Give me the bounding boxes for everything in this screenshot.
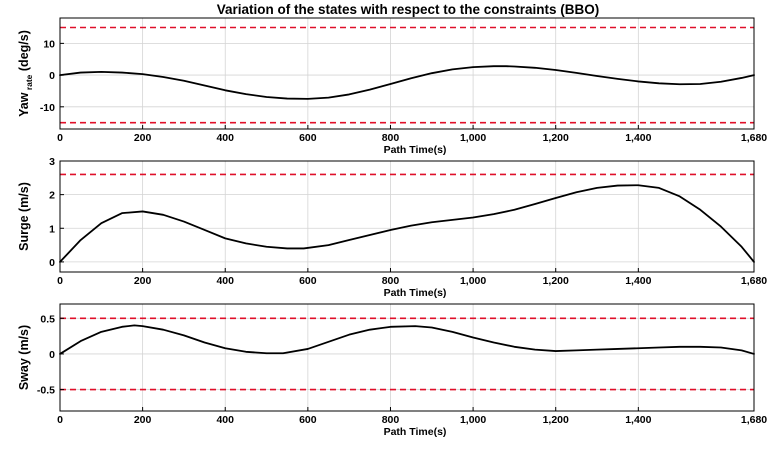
x-tick-label: 1,400 xyxy=(625,275,651,287)
x-tick-label: 1,680 xyxy=(741,414,767,426)
x-tick-label: 1,200 xyxy=(543,132,569,144)
x-tick-label: 600 xyxy=(299,414,317,426)
y-tick-label: 0 xyxy=(49,349,55,361)
x-tick-label: 1,400 xyxy=(625,414,651,426)
x-tick-label: 1,680 xyxy=(741,275,767,287)
x-tick-label: 0 xyxy=(57,414,63,426)
x-tick-label: 800 xyxy=(382,414,400,426)
y-axis-label: Surge (m/s) xyxy=(17,182,31,251)
plot-area xyxy=(60,161,754,272)
chart-title: Variation of the states with respect to … xyxy=(217,2,600,17)
x-tick-label: 800 xyxy=(382,132,400,144)
x-tick-label: 1,200 xyxy=(543,414,569,426)
x-tick-label: 200 xyxy=(134,275,152,287)
x-tick-label: 0 xyxy=(57,275,63,287)
y-tick-label: 0 xyxy=(49,70,55,82)
y-tick-label: -10 xyxy=(40,102,55,114)
y-axis-label: Sway (m/s) xyxy=(17,325,31,390)
y-tick-label: -0.5 xyxy=(37,385,55,397)
y-axis-label-subscript: rate xyxy=(24,74,34,92)
state-line xyxy=(59,184,755,263)
x-tick-label: 1,680 xyxy=(741,132,767,144)
x-tick-label: 400 xyxy=(216,414,234,426)
x-tick-label: 200 xyxy=(134,132,152,144)
x-tick-label: 400 xyxy=(216,275,234,287)
y-tick-label: 0.5 xyxy=(40,313,55,325)
subplot-3: 0 200 400 600 800 1,000 1,200 1,400 1,680 0.5 0 -0.… xyxy=(17,303,767,438)
state-line xyxy=(59,324,755,355)
x-tick-label: 600 xyxy=(299,275,317,287)
axes-frame xyxy=(59,303,755,412)
plot-area xyxy=(60,18,754,129)
x-tick-label: 600 xyxy=(299,132,317,144)
y-tick-label: 1 xyxy=(49,223,55,235)
x-tick-label: 0 xyxy=(57,132,63,144)
x-tick-label: 400 xyxy=(216,132,234,144)
x-axis-label: Path Time(s) xyxy=(384,287,447,299)
x-tick-label: 1,000 xyxy=(460,275,486,287)
x-axis-label: Path Time(s) xyxy=(384,426,447,438)
y-axis-label-unit: (deg/s) xyxy=(17,30,31,74)
x-tick-label: 1,000 xyxy=(460,414,486,426)
x-tick-label: 1,200 xyxy=(543,275,569,287)
subplot-1: 0 200 400 600 800 1,000 1,200 1,400 1,680 10 0 -10 P… xyxy=(17,17,767,156)
y-tick-label: 3 xyxy=(49,156,55,168)
state-line xyxy=(59,65,755,100)
x-tick-label: 800 xyxy=(382,275,400,287)
y-tick-label: 2 xyxy=(49,190,55,202)
x-tick-label: 1,000 xyxy=(460,132,486,144)
y-tick-label: 0 xyxy=(49,257,55,269)
y-tick-label: 10 xyxy=(43,38,55,50)
axes-frame xyxy=(59,17,755,130)
plot-area xyxy=(60,304,754,411)
x-tick-label: 1,400 xyxy=(625,132,651,144)
axes-frame xyxy=(59,160,755,273)
x-tick-label: 200 xyxy=(134,414,152,426)
y-axis-label: Yaw rate (deg/s) xyxy=(17,30,34,117)
x-axis-label: Path Time(s) xyxy=(384,144,447,156)
y-axis-label-main: Yaw xyxy=(17,92,31,117)
subplot-2: 0 200 400 600 800 1,000 1,200 1,400 1,680 3 2 1 0 Pat… xyxy=(17,156,767,299)
